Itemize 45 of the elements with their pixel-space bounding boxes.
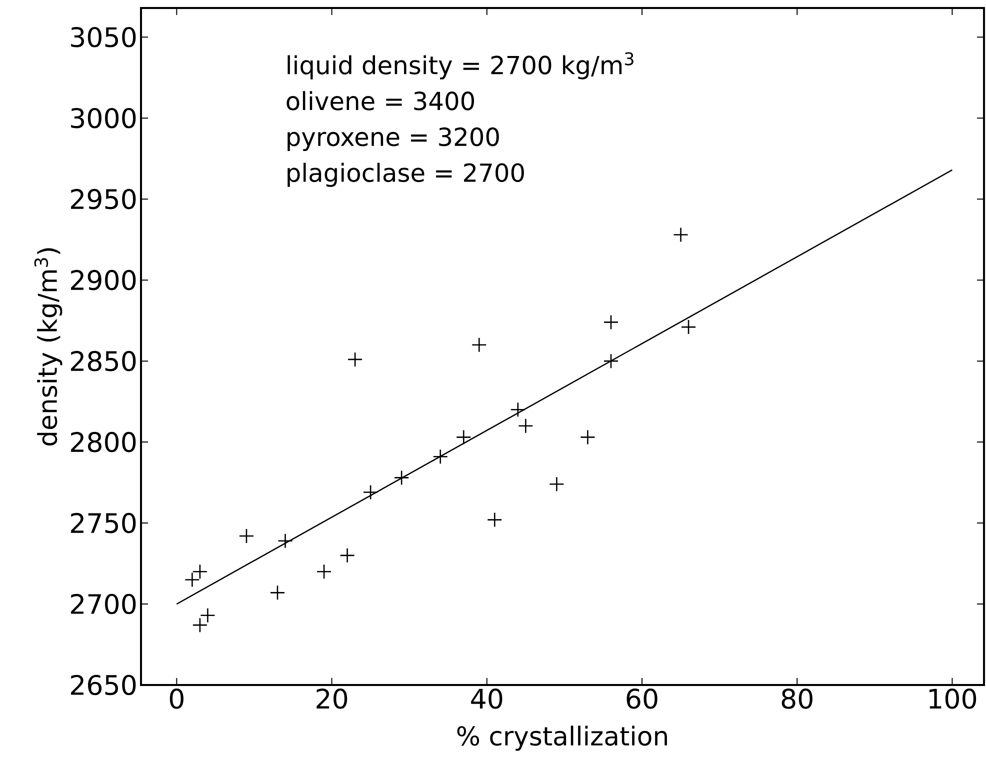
point xyxy=(456,430,472,445)
point xyxy=(278,533,293,548)
x-tick-label: 0 xyxy=(170,688,184,709)
point xyxy=(603,353,619,369)
annotation: liquid density = 2700 kg/m$^{3}$ xyxy=(288,52,634,80)
point xyxy=(238,528,254,544)
point xyxy=(192,617,208,633)
point xyxy=(362,484,378,500)
y-tick-label: 2750 xyxy=(70,512,136,534)
point xyxy=(432,448,448,464)
point xyxy=(673,227,688,242)
point xyxy=(486,512,502,528)
x-tick-label: 60 xyxy=(626,688,658,709)
point xyxy=(580,430,596,445)
y-tick-label: 2850 xyxy=(70,350,136,372)
x-tick-label: 100 xyxy=(929,688,976,709)
point xyxy=(510,402,526,418)
point xyxy=(603,314,619,330)
point xyxy=(192,564,208,580)
y-tick-label: 2650 xyxy=(70,674,136,696)
y-tick-label: 3000 xyxy=(71,108,136,128)
y-tick-label: 2950 xyxy=(70,188,136,210)
x-axis-title: % crystallization xyxy=(457,726,667,751)
annotation: plagioclase = 2700 xyxy=(288,162,524,187)
point xyxy=(340,548,355,564)
point xyxy=(184,572,200,588)
x-tick-label: 20 xyxy=(316,688,348,709)
point xyxy=(394,470,410,486)
y-axis-title: density (kg/m$^{3}$) xyxy=(34,248,62,446)
point xyxy=(316,564,332,580)
y-tick-label: 2800 xyxy=(70,432,136,452)
y-tick-label: 3050 xyxy=(71,26,136,48)
point xyxy=(347,352,363,368)
point xyxy=(518,418,534,434)
point xyxy=(471,337,487,353)
y-tick-label: 2900 xyxy=(70,270,136,290)
point xyxy=(200,608,216,624)
point xyxy=(680,319,696,335)
y-tick-label: 2700 xyxy=(70,594,136,614)
x-tick-label: 80 xyxy=(782,688,812,709)
point xyxy=(270,585,286,600)
annotation: olivene = 3400 xyxy=(286,91,474,110)
point xyxy=(549,476,564,492)
annotation: pyroxene = 3200 xyxy=(288,127,499,152)
x-tick-label: 40 xyxy=(471,688,502,709)
